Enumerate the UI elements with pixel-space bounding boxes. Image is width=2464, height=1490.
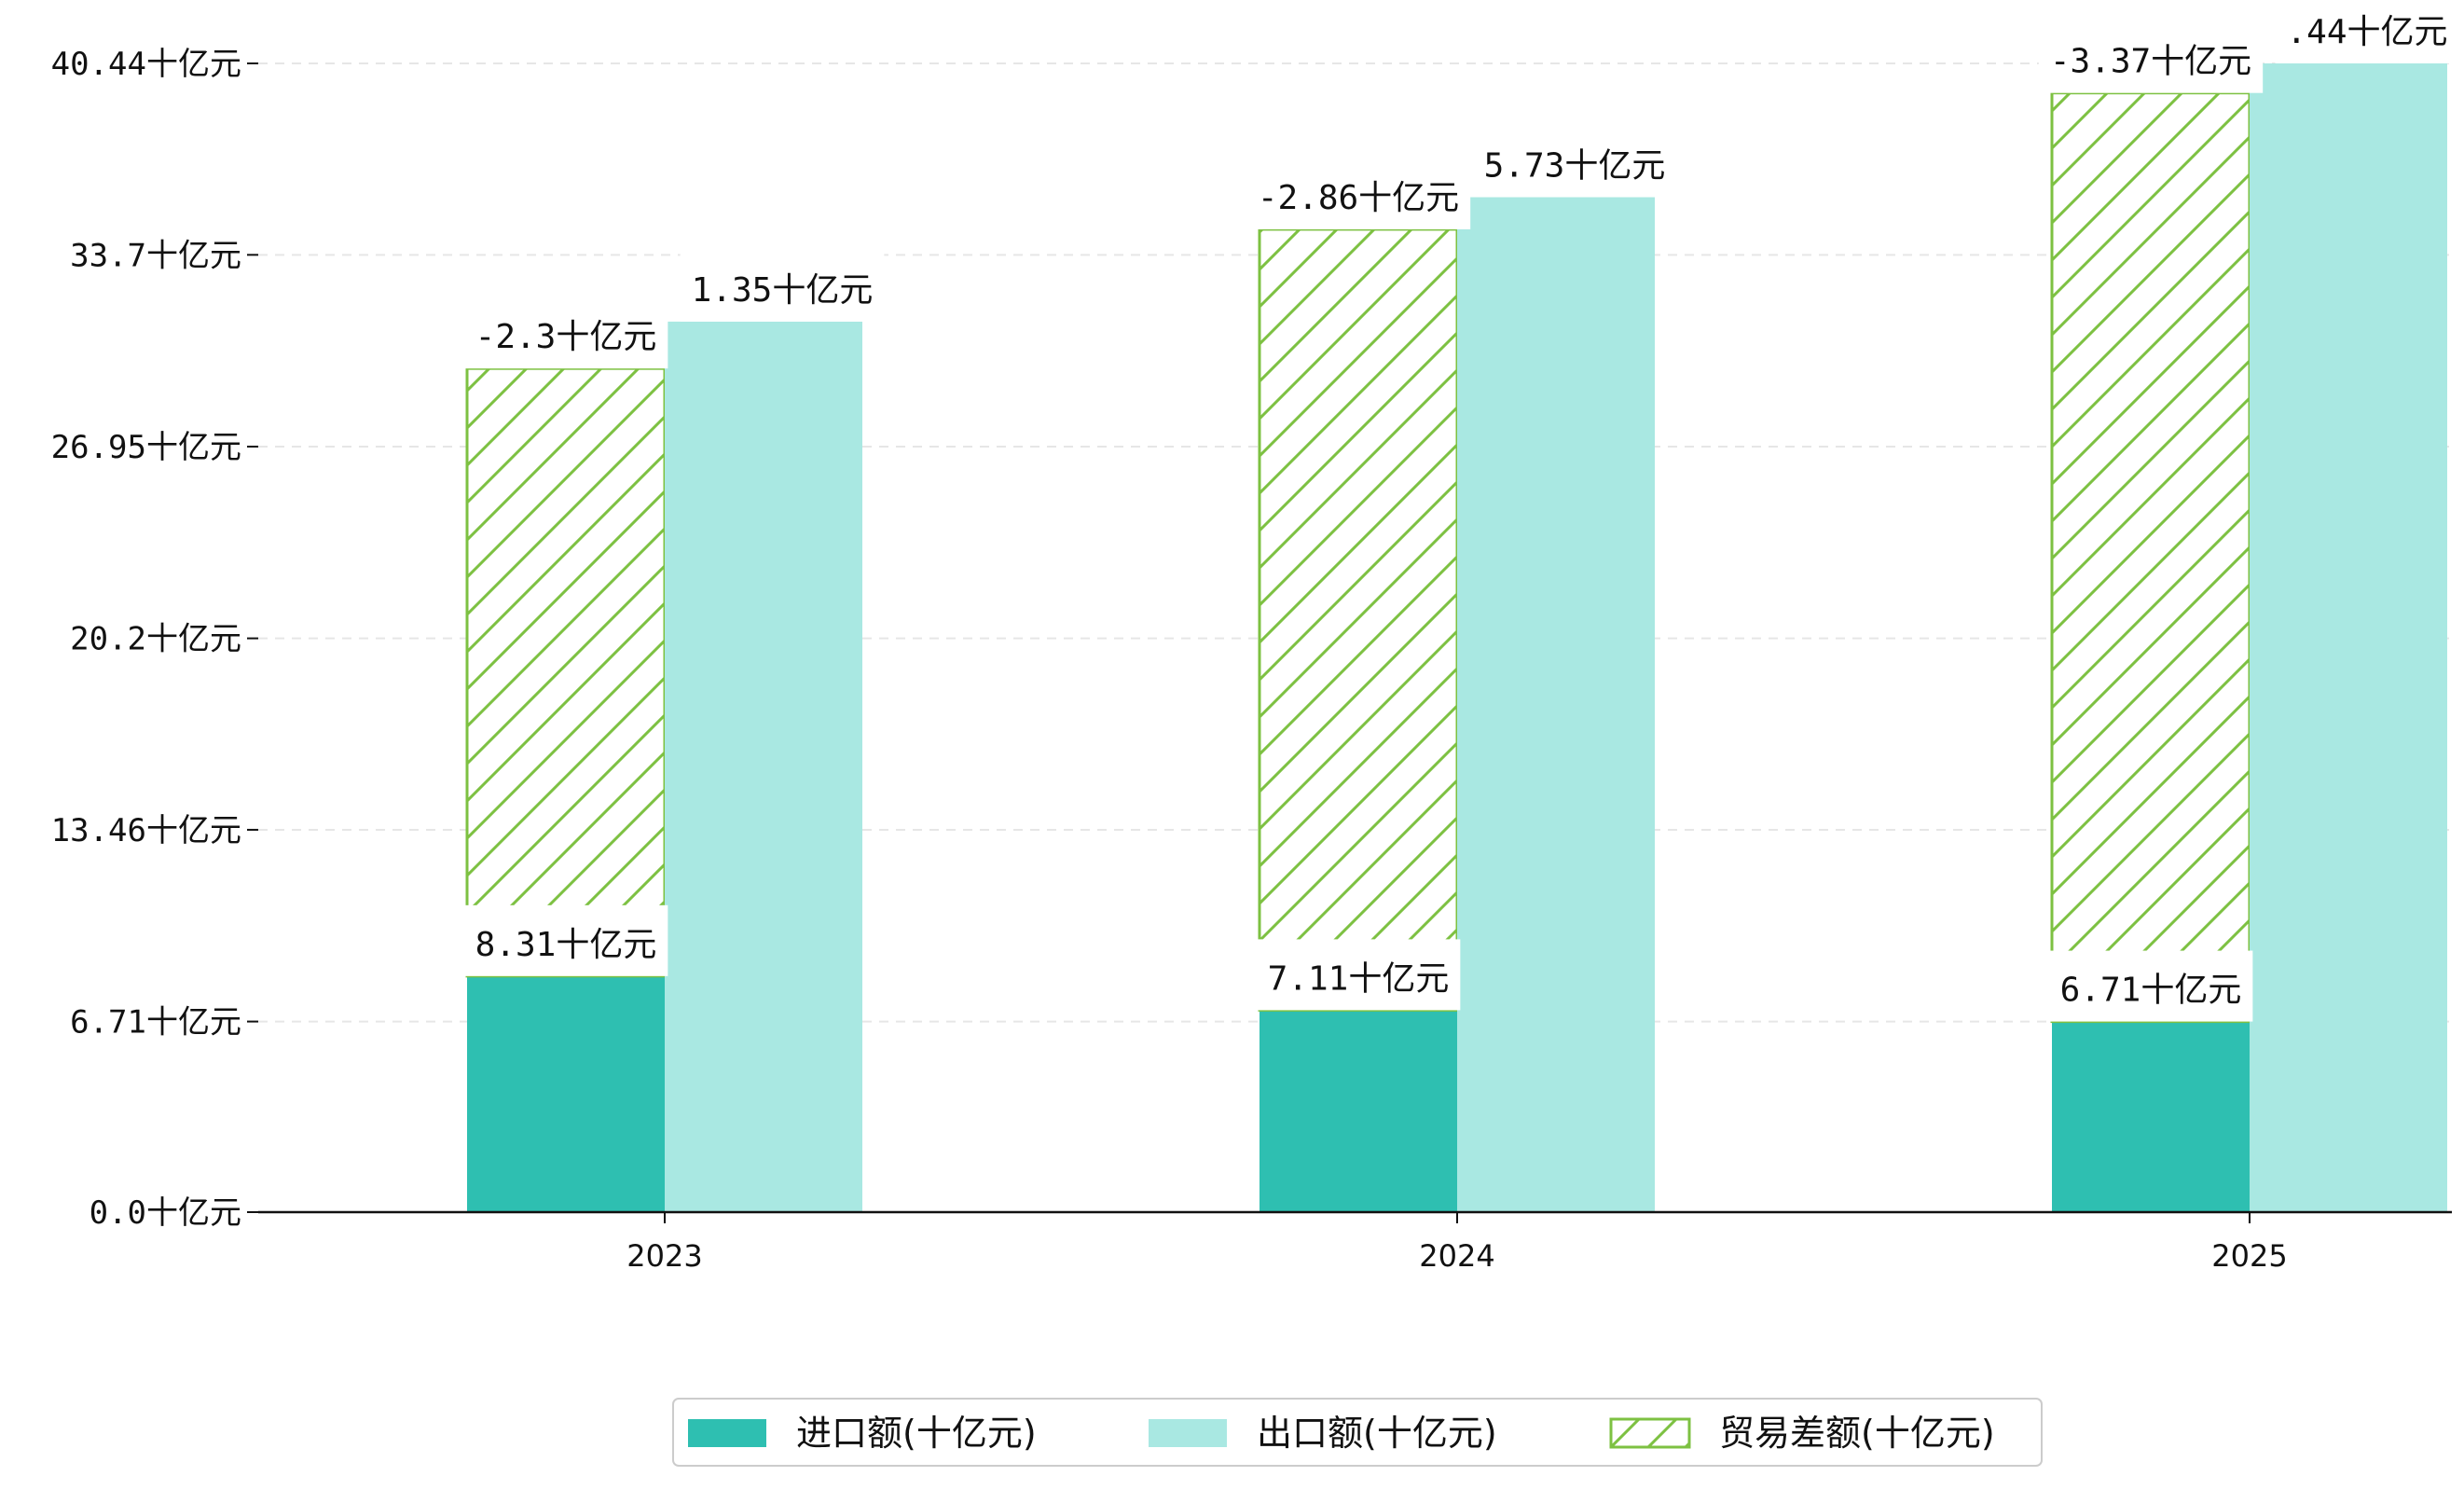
import-value-label-background [2048, 950, 2253, 1022]
trade-balance-value-label: -2.3十亿元 [475, 318, 657, 356]
x-tick-label: 2025 [2211, 1238, 2287, 1274]
export-bar [1457, 197, 1655, 1212]
export-bar [2250, 63, 2447, 1212]
legend-swatch-trade-balance [1609, 1417, 1691, 1449]
export-value-label-background [1472, 126, 1677, 198]
import-bar [1260, 1010, 1457, 1212]
import-value-label: 7.11十亿元 [1268, 959, 1450, 998]
axes: 0.0十亿元 6.71十亿元 13.46十亿元 20.2十亿元 26.95十亿元 33.7… [51, 46, 2452, 1274]
import-bar [467, 975, 665, 1212]
import-bar [2052, 1021, 2250, 1212]
export-value-label: .44十亿元 [2286, 13, 2447, 51]
y-tick-label: 40.44十亿元 [51, 46, 241, 83]
trade-balance-value-label-background [463, 297, 668, 369]
legend-swatch-export [1149, 1419, 1227, 1447]
legend-box [672, 1398, 2043, 1467]
legend-label: 出口额(十亿元) [1257, 1413, 1497, 1454]
import-value-label: 6.71十亿元 [2060, 972, 2242, 1010]
trade-balance-value-label: -2.86十亿元 [1258, 179, 1459, 217]
import-value-label-background [463, 904, 668, 976]
trade-balance-value-label: -3.37十亿元 [2050, 43, 2251, 81]
x-tick-label: 2024 [1419, 1238, 1494, 1274]
trade-balance-bar [465, 366, 667, 978]
legend: 进口额(十亿元) 出口额(十亿元) 贸易差额(十亿元) [672, 1398, 2043, 1467]
legend-swatch-import [688, 1419, 766, 1447]
import-value-label-background [1256, 939, 1461, 1011]
legend-label: 贸易差额(十亿元) [1719, 1413, 1995, 1454]
y-tick-label: 26.95十亿元 [51, 429, 241, 466]
export-bar [665, 321, 862, 1213]
export-value-label: 5.73十亿元 [1484, 146, 1666, 185]
trade-balance-value-label-background [1246, 158, 1471, 229]
y-tick-label: 33.7十亿元 [70, 237, 241, 274]
x-tick-label: 2023 [626, 1238, 702, 1274]
trade-balance-value-label-background [2038, 21, 2264, 93]
legend-label: 进口额(十亿元) [796, 1413, 1037, 1454]
y-tick-label: 13.46十亿元 [51, 812, 241, 849]
export-value-label: 1.35十亿元 [692, 271, 874, 310]
trade-balance-bar [2050, 91, 2251, 1024]
bars [465, 63, 2447, 1213]
export-value-label-background [680, 250, 885, 322]
trade-balance-bar [1258, 228, 1459, 1012]
y-tick-label: 0.0十亿元 [89, 1194, 241, 1232]
y-tick-label: 6.71十亿元 [70, 1004, 241, 1042]
y-tick-label: 20.2十亿元 [70, 621, 241, 658]
import-value-label: 8.31十亿元 [475, 926, 657, 964]
export-value-label-background [2275, 0, 2459, 63]
bar-labels: 8.31十亿元 -2.3十亿元 1.35十亿元 7.11十亿元 -2.86十亿元 5.73… [463, 0, 2459, 1022]
